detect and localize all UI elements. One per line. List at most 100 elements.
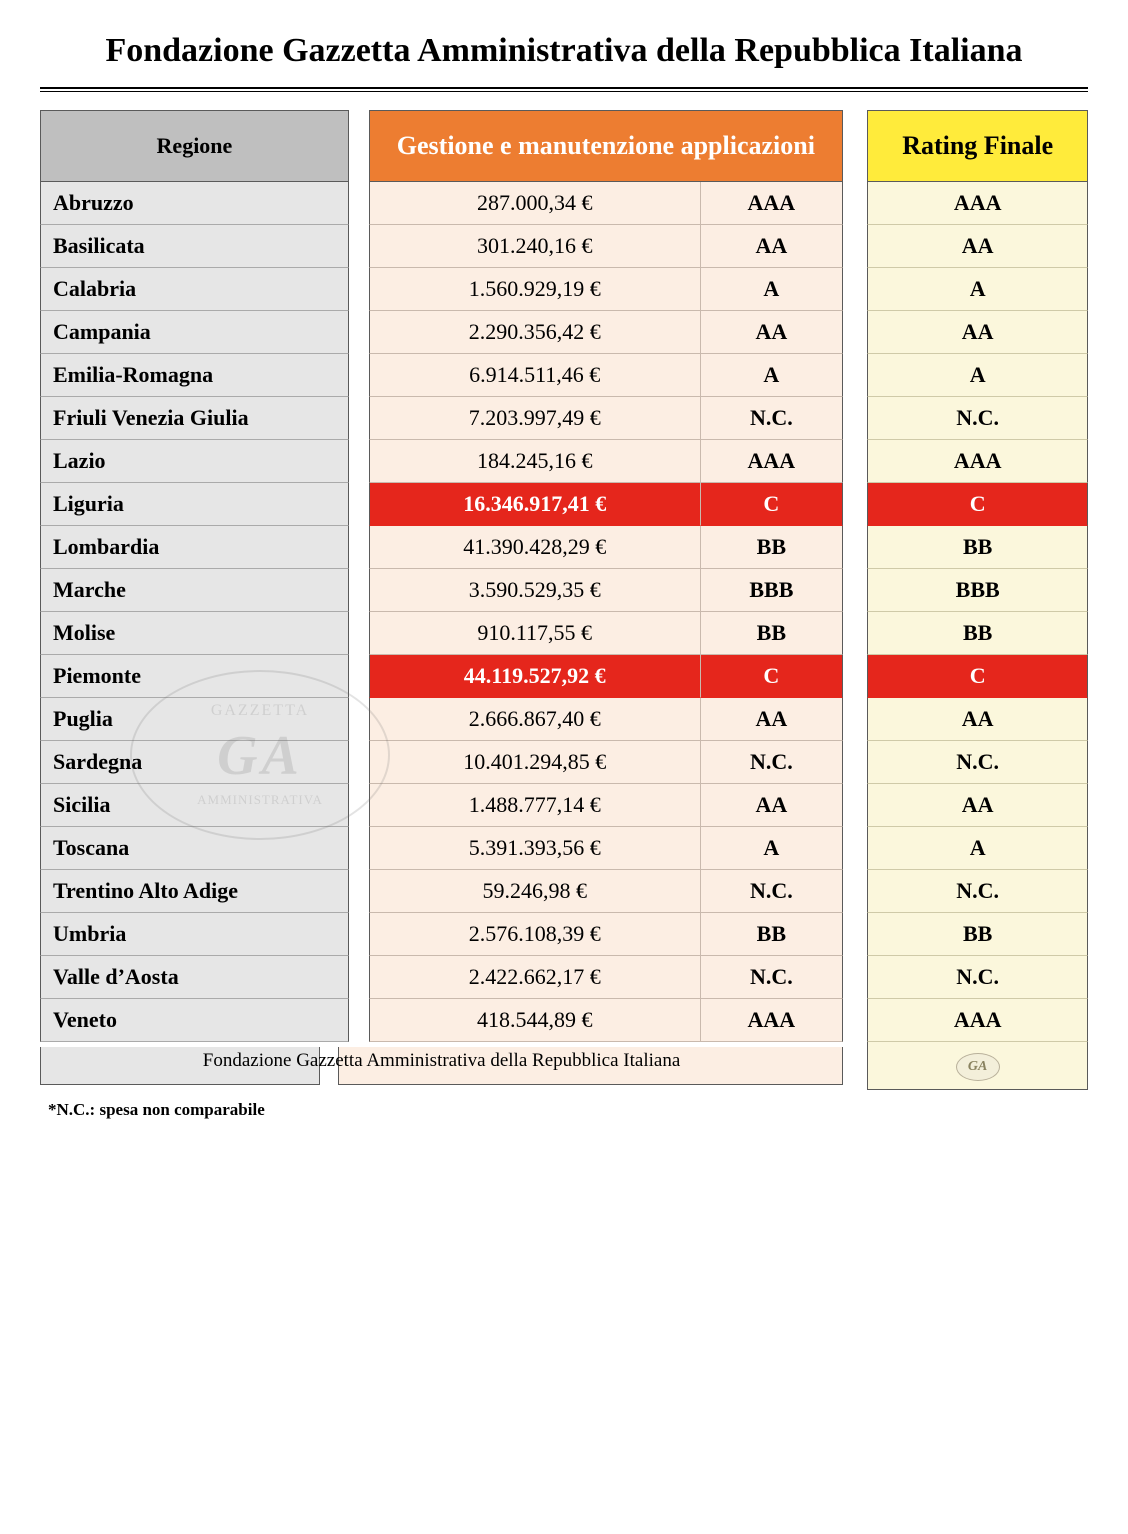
table-row: Piemonte44.119.527,92 €CC bbox=[40, 655, 1088, 698]
cell-rating-final: C bbox=[867, 483, 1088, 526]
table-row: Abruzzo287.000,34 €AAAAAA bbox=[40, 182, 1088, 225]
cell-region: Emilia-Romagna bbox=[40, 354, 349, 397]
cell-region: Trentino Alto Adige bbox=[40, 870, 349, 913]
cell-region: Valle d’Aosta bbox=[40, 956, 349, 999]
cell-region: Lazio bbox=[40, 440, 349, 483]
col-gap bbox=[843, 569, 867, 612]
page-title: Fondazione Gazzetta Amministrativa della… bbox=[40, 30, 1088, 73]
table-row: Emilia-Romagna6.914.511,46 €AA bbox=[40, 354, 1088, 397]
cell-rating-gestione: AA bbox=[700, 698, 843, 741]
col-gap bbox=[349, 956, 369, 999]
cell-rating-final: C bbox=[867, 655, 1088, 698]
table-row: Campania2.290.356,42 €AAAA bbox=[40, 311, 1088, 354]
cell-amount: 418.544,89 € bbox=[369, 999, 700, 1042]
col-gap bbox=[349, 440, 369, 483]
col-gap bbox=[843, 397, 867, 440]
col-gap bbox=[349, 526, 369, 569]
col-gap bbox=[843, 225, 867, 268]
col-gap bbox=[349, 225, 369, 268]
cell-rating-gestione: A bbox=[700, 354, 843, 397]
cell-region: Campania bbox=[40, 311, 349, 354]
cell-rating-final: BB bbox=[867, 913, 1088, 956]
footnote: *N.C.: spesa non comparabile bbox=[48, 1100, 1088, 1120]
table-row: Lombardia41.390.428,29 €BBBB bbox=[40, 526, 1088, 569]
col-gap bbox=[843, 268, 867, 311]
cell-rating-gestione: AA bbox=[700, 311, 843, 354]
col-gap bbox=[349, 268, 369, 311]
cell-amount: 2.290.356,42 € bbox=[369, 311, 700, 354]
cell-amount: 2.666.867,40 € bbox=[369, 698, 700, 741]
col-gap bbox=[349, 698, 369, 741]
table-row: Sicilia1.488.777,14 €AAAA bbox=[40, 784, 1088, 827]
col-gap bbox=[843, 354, 867, 397]
cell-rating-final: AAA bbox=[867, 440, 1088, 483]
cell-region: Puglia bbox=[40, 698, 349, 741]
cell-rating-gestione: AAA bbox=[700, 440, 843, 483]
col-gap bbox=[843, 612, 867, 655]
table-row: Puglia2.666.867,40 €AAAA bbox=[40, 698, 1088, 741]
cell-region: Toscana bbox=[40, 827, 349, 870]
cell-rating-final: N.C. bbox=[867, 741, 1088, 784]
cell-rating-gestione: BB bbox=[700, 612, 843, 655]
table-row: Valle d’Aosta2.422.662,17 €N.C.N.C. bbox=[40, 956, 1088, 999]
cell-amount: 59.246,98 € bbox=[369, 870, 700, 913]
cell-rating-gestione: C bbox=[700, 483, 843, 526]
table-row: Friuli Venezia Giulia7.203.997,49 €N.C.N… bbox=[40, 397, 1088, 440]
col-gap bbox=[843, 655, 867, 698]
cell-rating-final: BB bbox=[867, 526, 1088, 569]
cell-amount: 287.000,34 € bbox=[369, 182, 700, 225]
cell-amount: 7.203.997,49 € bbox=[369, 397, 700, 440]
cell-amount: 5.391.393,56 € bbox=[369, 827, 700, 870]
cell-amount: 3.590.529,35 € bbox=[369, 569, 700, 612]
col-gap bbox=[349, 397, 369, 440]
cell-rating-gestione: A bbox=[700, 827, 843, 870]
table-row: Veneto418.544,89 €AAAAAA bbox=[40, 999, 1088, 1042]
cell-amount: 910.117,55 € bbox=[369, 612, 700, 655]
cell-region: Basilicata bbox=[40, 225, 349, 268]
table-row: Sardegna10.401.294,85 €N.C.N.C. bbox=[40, 741, 1088, 784]
cell-rating-final: BB bbox=[867, 612, 1088, 655]
cell-amount: 16.346.917,41 € bbox=[369, 483, 700, 526]
col-gap bbox=[843, 784, 867, 827]
col-header-gestione: Gestione e manutenzione applicazioni bbox=[369, 110, 843, 182]
cell-region: Calabria bbox=[40, 268, 349, 311]
cell-region: Friuli Venezia Giulia bbox=[40, 397, 349, 440]
cell-rating-gestione: BB bbox=[700, 913, 843, 956]
footer-badge-cell: GA bbox=[867, 1042, 1088, 1090]
cell-rating-final: BBB bbox=[867, 569, 1088, 612]
rule-top bbox=[40, 87, 1088, 89]
cell-rating-gestione: BBB bbox=[700, 569, 843, 612]
cell-region: Molise bbox=[40, 612, 349, 655]
table-row: Basilicata301.240,16 €AAAA bbox=[40, 225, 1088, 268]
cell-region: Sardegna bbox=[40, 741, 349, 784]
col-gap bbox=[349, 182, 369, 225]
cell-region: Abruzzo bbox=[40, 182, 349, 225]
col-gap bbox=[349, 655, 369, 698]
col-gap bbox=[843, 110, 867, 182]
col-gap bbox=[843, 956, 867, 999]
col-gap bbox=[843, 1042, 867, 1090]
col-gap bbox=[843, 440, 867, 483]
table-row: Marche3.590.529,35 €BBBBBB bbox=[40, 569, 1088, 612]
col-gap bbox=[349, 311, 369, 354]
col-gap bbox=[843, 311, 867, 354]
cell-rating-final: N.C. bbox=[867, 956, 1088, 999]
cell-region: Lombardia bbox=[40, 526, 349, 569]
cell-rating-final: AA bbox=[867, 225, 1088, 268]
col-gap bbox=[843, 870, 867, 913]
col-gap bbox=[843, 483, 867, 526]
table-row: Molise910.117,55 €BBBB bbox=[40, 612, 1088, 655]
cell-amount: 301.240,16 € bbox=[369, 225, 700, 268]
cell-rating-final: AA bbox=[867, 698, 1088, 741]
cell-region: Marche bbox=[40, 569, 349, 612]
cell-rating-final: AA bbox=[867, 784, 1088, 827]
col-gap bbox=[843, 999, 867, 1042]
cell-region: Sicilia bbox=[40, 784, 349, 827]
col-gap bbox=[349, 354, 369, 397]
col-gap bbox=[843, 827, 867, 870]
cell-rating-gestione: A bbox=[700, 268, 843, 311]
cell-rating-gestione: N.C. bbox=[700, 741, 843, 784]
cell-rating-final: A bbox=[867, 354, 1088, 397]
cell-region: Piemonte bbox=[40, 655, 349, 698]
cell-amount: 44.119.527,92 € bbox=[369, 655, 700, 698]
